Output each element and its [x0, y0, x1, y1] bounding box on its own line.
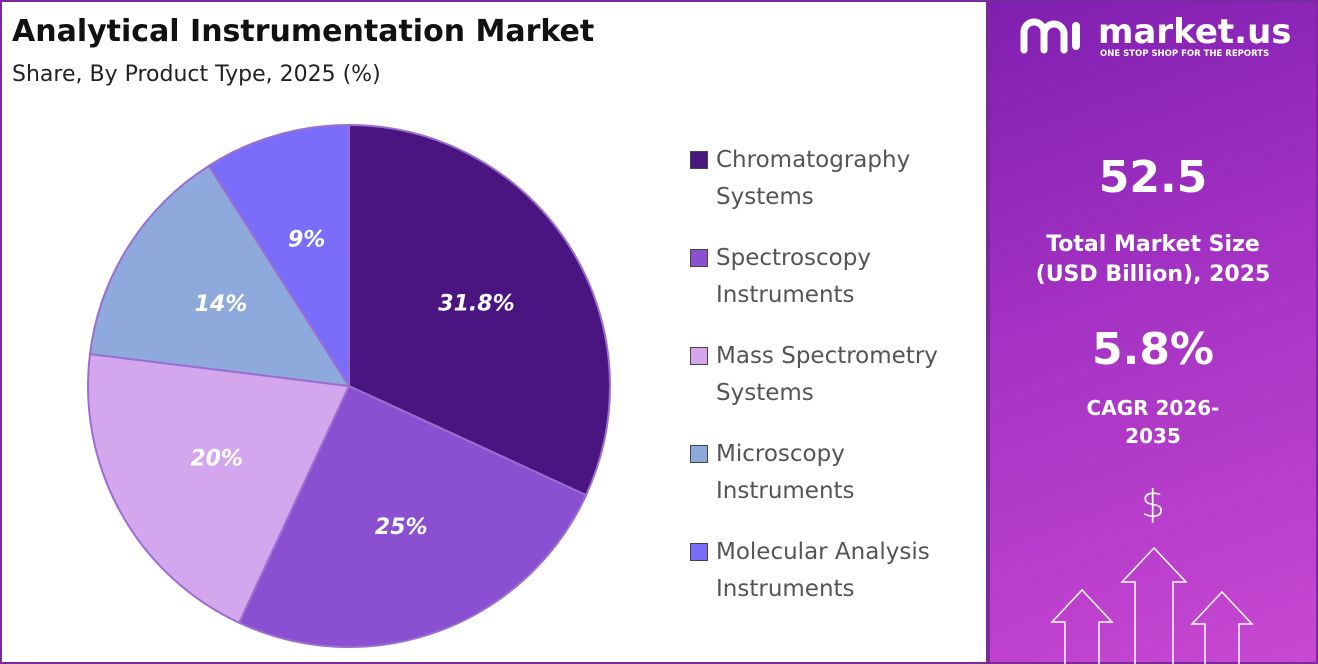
slice-label: 25% [375, 515, 428, 540]
dollar-icon: $ [1140, 482, 1166, 526]
market-size-label: Total Market Size (USD Billion), 2025 [1035, 232, 1271, 287]
pie-slice [87, 352, 351, 625]
arrows [1050, 546, 1254, 664]
pie-chart: 31.8% 25% 20% 14% 9% [87, 123, 611, 648]
legend-item: Chromatography Systems [690, 142, 980, 240]
logo-icon [1020, 18, 1080, 54]
legend-swatch [690, 347, 708, 365]
chart-subtitle: Share, By Product Type, 2025 (%) [12, 62, 381, 87]
legend-item: Molecular Analysis Instruments [690, 534, 980, 632]
legend-label: Spectroscopy Instruments [716, 245, 871, 308]
market-size: 52.5 [1098, 152, 1208, 203]
tagline: ONE STOP SHOP FOR THE REPORTS [1100, 49, 1270, 59]
legend-label: Mass Spectrometry Systems [716, 343, 938, 406]
chart-title: Analytical Instrumentation Market [12, 14, 595, 49]
legend: Chromatography Systems Spectroscopy Instr… [690, 142, 980, 632]
pie-slice [207, 123, 350, 390]
legend-item: Mass Spectrometry Systems [690, 338, 980, 436]
legend-swatch [690, 543, 708, 561]
slice-label: 31.8% [438, 291, 514, 316]
legend-swatch [690, 249, 708, 267]
cagr-label: CAGR 2026-2035 [1086, 396, 1220, 448]
legend-swatch [690, 445, 708, 463]
slice-label: 9% [288, 228, 325, 253]
summary-panel: market.us ONE STOP SHOP FOR THE REPORTS … [988, 0, 1318, 664]
legend-item: Spectroscopy Instruments [690, 240, 980, 338]
legend-label: Microscopy Instruments [716, 441, 855, 504]
pie-slice [348, 123, 611, 497]
cagr: 5.8% [1091, 324, 1215, 375]
chart-panel: 31.8% 25% 20% 14% 9% Analytical Instrumentat… [0, 0, 988, 664]
pie-slice [237, 384, 588, 648]
pie-slice [88, 164, 351, 388]
legend-label: Molecular Analysis Instruments [716, 539, 930, 602]
legend-label: Chromatography Systems [716, 147, 911, 210]
slice-label: 20% [190, 446, 243, 471]
legend-swatch [690, 151, 708, 169]
brand: market.us [1098, 12, 1292, 52]
slice-label: 14% [195, 292, 248, 317]
legend-item: Microscopy Instruments [690, 436, 980, 534]
